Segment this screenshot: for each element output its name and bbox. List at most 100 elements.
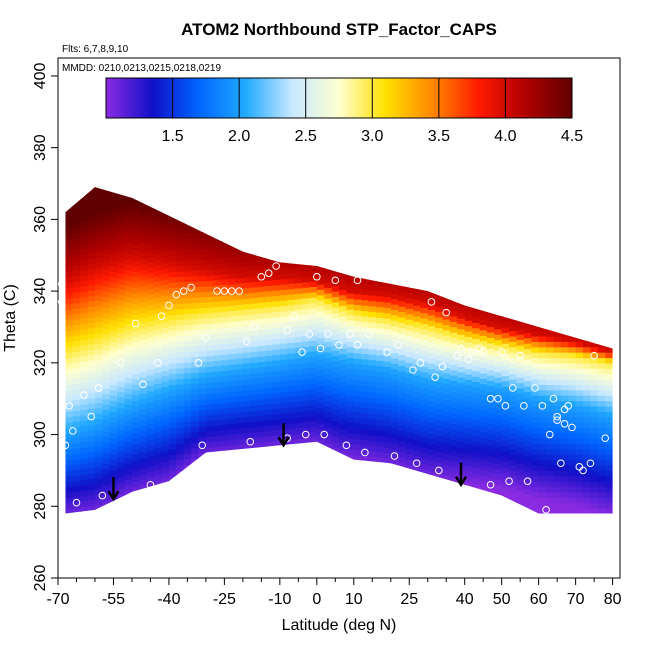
heatmap-cell — [353, 454, 362, 461]
heatmap-cell — [117, 337, 126, 344]
heatmap-cell — [228, 364, 237, 371]
heatmap-cell — [146, 229, 155, 236]
heatmap-cell — [161, 472, 170, 479]
heatmap-cell — [250, 259, 259, 266]
heatmap-cell — [509, 378, 518, 385]
heatmap-cell — [146, 272, 155, 279]
heatmap-cell — [117, 300, 126, 307]
heatmap-cell — [472, 338, 481, 345]
heatmap-cell — [161, 252, 170, 258]
heatmap-cell — [457, 457, 466, 464]
heatmap-cell — [161, 418, 170, 425]
heatmap-cell — [65, 384, 74, 391]
observation-point — [409, 366, 417, 374]
heatmap-cell — [427, 390, 436, 397]
heatmap-cell — [553, 438, 562, 445]
heatmap-cell — [265, 425, 274, 432]
heatmap-cell — [94, 240, 103, 247]
heatmap-cell — [523, 493, 532, 500]
heatmap-cell — [309, 415, 318, 422]
heatmap-cell — [139, 236, 148, 243]
heatmap-cell — [494, 366, 503, 373]
heatmap-cell — [501, 450, 510, 457]
heatmap-cell — [272, 284, 281, 291]
heatmap-cell — [242, 271, 251, 278]
heatmap-cell — [442, 345, 451, 352]
heatmap-cell — [605, 443, 613, 450]
heatmap-cell — [131, 266, 140, 272]
heatmap-cell — [265, 328, 274, 335]
heatmap-cell — [205, 414, 214, 421]
heatmap-cell — [353, 352, 362, 359]
heatmap-cell — [501, 472, 510, 479]
heatmap-cell — [146, 353, 155, 360]
observation-point — [194, 359, 203, 367]
heatmap-cell — [464, 422, 473, 429]
heatmap-cell — [168, 357, 177, 364]
heatmap-cell — [568, 411, 577, 418]
heatmap-cell — [368, 348, 377, 355]
observation-point — [187, 283, 195, 292]
heatmap-cell — [213, 338, 222, 345]
heatmap-cell — [235, 261, 244, 268]
heatmap-cell — [375, 360, 384, 367]
heatmap-cell — [560, 335, 569, 342]
heatmap-cell — [183, 302, 192, 309]
heatmap-cell — [279, 402, 288, 409]
heatmap-cell — [553, 470, 562, 477]
heatmap-cell — [94, 251, 103, 258]
heatmap-cell — [597, 378, 606, 385]
heatmap-cell — [486, 396, 495, 403]
heatmap-cell — [294, 347, 303, 354]
heatmap-cell — [442, 356, 451, 363]
observation-point — [579, 466, 587, 475]
heatmap-cell — [161, 214, 170, 221]
heatmap-cell — [205, 398, 214, 405]
heatmap-cell — [191, 259, 200, 266]
heatmap-cell — [94, 418, 103, 425]
heatmap-cell — [124, 447, 133, 454]
heatmap-cell — [353, 428, 362, 435]
heatmap-cell — [94, 278, 103, 285]
heatmap-cell — [479, 442, 488, 449]
heatmap-cell — [183, 313, 192, 320]
heatmap-cell — [398, 456, 407, 463]
heatmap-cell — [538, 373, 547, 380]
heatmap-cell — [457, 377, 466, 384]
heatmap-cell — [302, 367, 311, 374]
heatmap-cell — [183, 356, 192, 363]
heatmap-cell — [486, 455, 495, 462]
heatmap-cell — [220, 305, 229, 312]
heatmap-cell — [80, 414, 89, 421]
heatmap-cell — [154, 431, 163, 438]
heatmap-cell — [435, 311, 444, 318]
heatmap-cell — [80, 366, 89, 373]
heatmap-cell — [265, 382, 274, 389]
heatmap-cell — [117, 439, 126, 446]
heatmap-cell — [250, 313, 259, 320]
heatmap-cell — [124, 269, 133, 276]
heatmap-cell — [605, 481, 613, 488]
heatmap-cell — [183, 254, 192, 261]
heatmap-cell — [294, 341, 303, 348]
heatmap-cell — [331, 441, 340, 448]
heatmap-cell — [294, 266, 303, 273]
heatmap-cell — [87, 225, 96, 232]
heatmap-cell — [553, 443, 562, 450]
heatmap-cell — [198, 399, 207, 406]
heatmap-cell — [590, 384, 599, 391]
heatmap-cell — [457, 393, 466, 400]
heatmap-cell — [213, 381, 222, 388]
heatmap-cell — [361, 391, 370, 398]
heatmap-cell — [353, 417, 362, 424]
heatmap-cell — [176, 227, 185, 234]
heatmap-cell — [205, 430, 214, 437]
heatmap-cell — [339, 310, 347, 317]
heatmap-cell — [279, 386, 288, 393]
heatmap-cell — [228, 267, 237, 274]
heatmap-cell — [242, 400, 251, 407]
heatmap-cell — [390, 368, 399, 375]
heatmap-cell — [442, 475, 451, 482]
heatmap-cell — [553, 481, 562, 488]
heatmap-cell — [154, 264, 163, 271]
